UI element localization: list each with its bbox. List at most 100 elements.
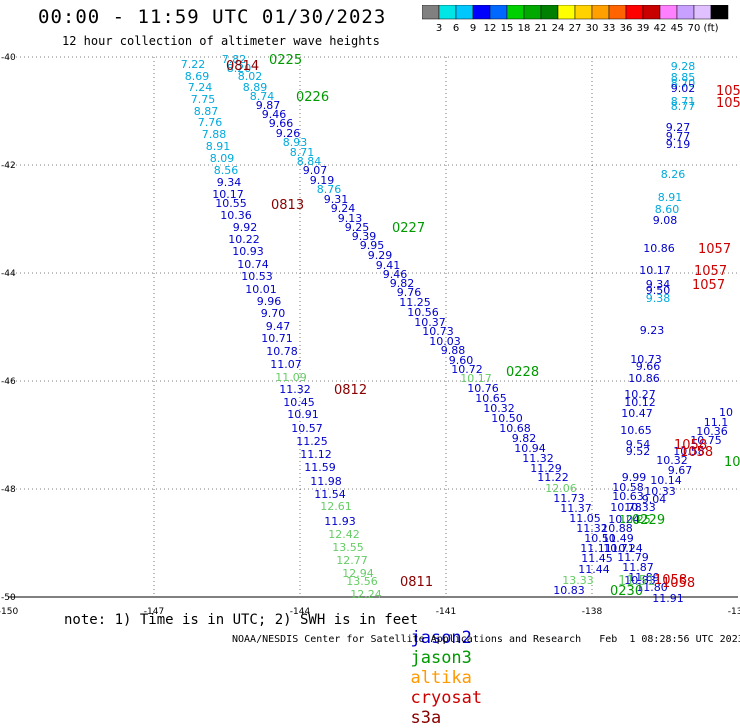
wave-height-label: 9.34 xyxy=(646,278,671,291)
colorbar-label: 33 xyxy=(603,23,616,34)
wave-height-label: 10.24 xyxy=(608,513,640,526)
wave-height-label: 11.87 xyxy=(622,561,654,574)
wave-height-label: 7.82 xyxy=(222,53,247,66)
wave-height-label: 10.93 xyxy=(232,245,264,258)
x-tick-label: -138 xyxy=(582,607,603,617)
pass-time-label: 0813 xyxy=(271,198,304,213)
wave-height-label: 9.24 xyxy=(331,202,356,215)
pass-time-label: 1058 xyxy=(662,576,695,591)
x-tick-label: -141 xyxy=(436,607,456,617)
x-tick-label: -150 xyxy=(0,607,18,617)
pass-time-label: 1057 xyxy=(698,242,731,257)
wave-height-label: 12.06 xyxy=(545,482,577,495)
wave-height-label: 9.13 xyxy=(338,212,363,225)
pass-time-label: 0226 xyxy=(296,90,329,105)
wave-height-label: 11.79 xyxy=(617,551,649,564)
wave-height-label: 10.37 xyxy=(414,316,446,329)
wave-height-label: 11.11 xyxy=(580,542,612,555)
wave-height-label: 10.72 xyxy=(451,363,483,376)
wave-height-label: 7.76 xyxy=(198,116,223,129)
wave-height-label: 9.60 xyxy=(449,354,474,367)
wave-height-label: 9.77 xyxy=(666,130,691,143)
wave-height-label: 11.73 xyxy=(553,492,585,505)
wave-height-label: 10.25 xyxy=(619,513,651,526)
wave-height-label: 9.29 xyxy=(368,249,393,262)
colorbar-swatch xyxy=(625,5,644,20)
wave-height-label: 9.38 xyxy=(646,292,671,305)
wave-height-label: 10.83 xyxy=(624,574,656,587)
wave-height-label: 10.17 xyxy=(460,372,492,385)
legend-jason3: jason3 xyxy=(410,648,472,668)
pass-time-label: 0812 xyxy=(334,383,367,398)
wave-height-label: 10.55 xyxy=(215,197,247,210)
wave-height-label: 8.56 xyxy=(214,164,239,177)
wave-height-label: 10.71 xyxy=(603,542,635,555)
wave-height-label: 11.37 xyxy=(560,502,592,515)
wave-height-label: 10.88 xyxy=(601,522,633,535)
wave-height-label: 8.26 xyxy=(661,168,686,181)
wave-height-label: 13.56 xyxy=(346,575,378,588)
wave-height-label: 9.31 xyxy=(324,193,349,206)
wave-height-label: 10.65 xyxy=(475,392,507,405)
wave-height-label: 11.32 xyxy=(279,383,311,396)
pass-time-label: 0814 xyxy=(226,59,259,74)
wave-height-label: 10.36 xyxy=(220,209,252,222)
x-tick-label: -147 xyxy=(144,607,164,617)
wave-height-label: 10.32 xyxy=(656,454,688,467)
pass-time-label: 1058 xyxy=(680,445,713,460)
pass-time-label: 11.51 xyxy=(618,574,655,589)
wave-height-label: 9.92 xyxy=(233,221,258,234)
wave-height-label: 10.68 xyxy=(499,422,531,435)
wave-height-label: 8.87 xyxy=(194,105,219,118)
wave-height-label: 9.07 xyxy=(303,164,328,177)
wave-height-label: 11.12 xyxy=(300,448,332,461)
wave-height-label: 10.58 xyxy=(612,481,644,494)
wave-height-label: 11.1 xyxy=(704,416,729,429)
wave-height-label: 8.20 xyxy=(227,62,252,75)
wave-height-label: 10.17 xyxy=(212,188,244,201)
pass-time-label: 1057 xyxy=(692,278,725,293)
wave-height-label: 8.02 xyxy=(238,70,263,83)
colorbar-swatch xyxy=(523,5,542,20)
wave-height-label: 10.75 xyxy=(690,434,722,447)
colorbar-swatch xyxy=(591,5,610,20)
colorbar-swatch xyxy=(438,5,457,20)
pass-time-label: 10 xyxy=(724,455,740,470)
colorbar-label: 21 xyxy=(535,23,548,34)
colorbar-label: 42 xyxy=(654,23,667,34)
colorbar-label: 9 xyxy=(470,23,476,34)
wave-height-label: 9.87 xyxy=(256,99,281,112)
chart-subtitle: 12 hour collection of altimeter wave hei… xyxy=(62,34,380,48)
colorbar-swatch xyxy=(608,5,627,20)
wave-height-label: 11.32 xyxy=(576,522,608,535)
wave-height-label: 9.19 xyxy=(310,174,335,187)
colorbar-label: 6 xyxy=(453,23,459,34)
legend-s3a: s3a xyxy=(410,708,442,728)
colorbar-swatch xyxy=(710,5,729,20)
x-tick-label: -135 xyxy=(728,607,740,617)
wave-height-label: 9.34 xyxy=(217,176,242,189)
wave-height-label: 8.77 xyxy=(671,100,696,113)
wave-height-label: 10.73 xyxy=(422,325,454,338)
wave-height-label: 9.88 xyxy=(441,344,466,357)
wave-height-label: 10.86 xyxy=(628,372,660,385)
colorbar-swatch xyxy=(455,5,474,20)
colorbar-swatch xyxy=(642,5,661,20)
colorbar-swatch xyxy=(557,5,576,20)
wave-height-label: 10.17 xyxy=(639,264,671,277)
wave-height-label: 9.19 xyxy=(666,138,691,151)
wave-height-label: 9.66 xyxy=(636,360,661,373)
wave-height-label: 9.47 xyxy=(266,320,291,333)
wave-height-label: 10 xyxy=(719,406,733,419)
wave-height-label: 10.78 xyxy=(266,345,298,358)
colorbar-swatch xyxy=(506,5,525,20)
colorbar-swatch xyxy=(489,5,508,20)
wave-height-label: 11.32 xyxy=(522,452,554,465)
wave-height-label: 8.70 xyxy=(671,77,696,90)
wave-height-label: 10.53 xyxy=(241,270,273,283)
wave-height-label: 11.07 xyxy=(270,358,302,371)
wave-height-label: 11.05 xyxy=(569,512,601,525)
wave-height-label: 8.91 xyxy=(658,191,683,204)
wave-height-label: 10.47 xyxy=(621,407,653,420)
wave-height-label: 7.24 xyxy=(188,81,213,94)
